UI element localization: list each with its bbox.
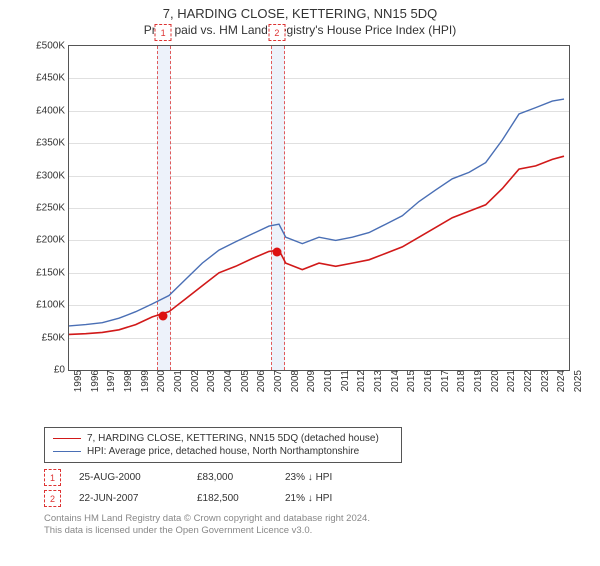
x-axis-label: 2000 [156, 370, 167, 392]
x-axis-label: 2010 [323, 370, 334, 392]
attribution-line1: Contains HM Land Registry data © Crown c… [44, 513, 580, 525]
sale-price: £83,000 [197, 472, 267, 483]
sales-table: 1 25-AUG-2000 £83,000 23% ↓ HPI 2 22-JUN-2007… [44, 467, 580, 509]
x-axis-label: 2021 [506, 370, 517, 392]
x-axis-label: 1999 [140, 370, 151, 392]
y-axis-label: £250K [36, 203, 65, 214]
x-axis-label: 2023 [540, 370, 551, 392]
plot-area: 12 £0£50K£100K£150K£200K£250K£300K£350K£… [68, 45, 570, 371]
legend-swatch [53, 438, 81, 439]
legend-swatch [53, 451, 81, 452]
x-axis-label: 1997 [106, 370, 117, 392]
x-axis-label: 2020 [490, 370, 501, 392]
x-axis-label: 1996 [90, 370, 101, 392]
x-axis-label: 2025 [573, 370, 584, 392]
x-axis-label: 2006 [256, 370, 267, 392]
sale-date: 25-AUG-2000 [79, 472, 179, 483]
chart-title: 7, HARDING CLOSE, KETTERING, NN15 5DQ [0, 6, 600, 21]
attribution: Contains HM Land Registry data © Crown c… [44, 513, 580, 538]
x-axis-label: 2011 [340, 370, 351, 392]
x-axis-label: 2019 [473, 370, 484, 392]
sale-diff: 21% ↓ HPI [285, 493, 365, 504]
sale-point [272, 248, 281, 257]
legend: 7, HARDING CLOSE, KETTERING, NN15 5DQ (d… [44, 427, 402, 463]
sale-price: £182,500 [197, 493, 267, 504]
x-axis-label: 2018 [456, 370, 467, 392]
x-axis-label: 2022 [523, 370, 534, 392]
sale-marker: 2 [268, 24, 285, 41]
x-axis-label: 2002 [190, 370, 201, 392]
legend-item: 7, HARDING CLOSE, KETTERING, NN15 5DQ (d… [53, 432, 393, 445]
y-axis-label: £100K [36, 300, 65, 311]
y-axis-label: £200K [36, 235, 65, 246]
y-axis-label: £50K [42, 332, 65, 343]
sale-row: 2 22-JUN-2007 £182,500 21% ↓ HPI [44, 488, 580, 509]
attribution-line2: This data is licensed under the Open Gov… [44, 525, 580, 537]
x-axis-label: 2005 [240, 370, 251, 392]
y-axis-label: £500K [36, 41, 65, 52]
y-axis-label: £450K [36, 73, 65, 84]
legend-label: 7, HARDING CLOSE, KETTERING, NN15 5DQ (d… [87, 433, 379, 444]
y-axis-label: £0 [54, 365, 65, 376]
x-axis-label: 2004 [223, 370, 234, 392]
x-axis-label: 2003 [206, 370, 217, 392]
legend-label: HPI: Average price, detached house, Nort… [87, 446, 359, 457]
x-axis-label: 2013 [373, 370, 384, 392]
sale-diff: 23% ↓ HPI [285, 472, 365, 483]
x-axis-label: 2016 [423, 370, 434, 392]
x-axis-label: 2001 [173, 370, 184, 392]
x-axis-label: 2007 [273, 370, 284, 392]
legend-item: HPI: Average price, detached house, Nort… [53, 445, 393, 458]
y-axis-label: £300K [36, 170, 65, 181]
x-axis-label: 2014 [390, 370, 401, 392]
y-axis-label: £350K [36, 138, 65, 149]
sale-date: 22-JUN-2007 [79, 493, 179, 504]
x-axis-label: 2024 [556, 370, 567, 392]
y-axis-label: £400K [36, 105, 65, 116]
x-axis-label: 2009 [306, 370, 317, 392]
x-axis-label: 2008 [290, 370, 301, 392]
x-axis-label: 2015 [406, 370, 417, 392]
sale-point [159, 312, 168, 321]
series-hpi [69, 99, 564, 326]
x-axis-label: 1995 [73, 370, 84, 392]
x-axis-label: 2012 [356, 370, 367, 392]
sale-index-box: 2 [44, 490, 61, 507]
y-axis-label: £150K [36, 267, 65, 278]
x-axis-label: 1998 [123, 370, 134, 392]
chart-area: 12 £0£50K£100K£150K£200K£250K£300K£350K£… [20, 41, 580, 421]
sale-marker: 1 [155, 24, 172, 41]
sale-index-box: 1 [44, 469, 61, 486]
chart-subtitle: Price paid vs. HM Land Registry's House … [0, 23, 600, 37]
sale-row: 1 25-AUG-2000 £83,000 23% ↓ HPI [44, 467, 580, 488]
x-axis-label: 2017 [440, 370, 451, 392]
